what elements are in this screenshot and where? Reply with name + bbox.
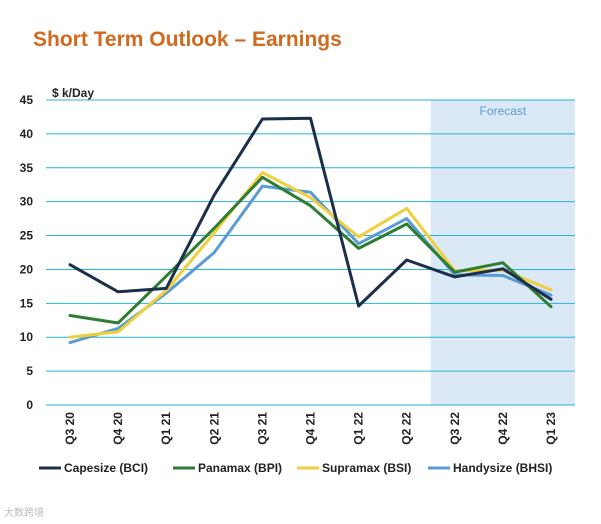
x-tick-label: Q1 22 [352, 412, 366, 445]
y-tick-label: 25 [20, 229, 34, 243]
legend-label: Supramax (BSI) [322, 461, 411, 475]
y-tick-label: 30 [20, 195, 34, 209]
y-tick-label: 35 [20, 161, 34, 175]
x-tick-label: Q4 20 [111, 412, 125, 445]
x-tick-label: Q3 21 [255, 412, 269, 445]
x-tick-label: Q1 21 [159, 412, 173, 445]
y-tick-label: 40 [20, 127, 34, 141]
x-tick-label: Q2 22 [400, 412, 414, 445]
x-tick-label: Q4 21 [304, 412, 318, 445]
legend-label: Panamax (BPI) [198, 461, 282, 475]
series-line-capesize [68, 116, 553, 308]
x-tick-label: Q1 23 [544, 412, 558, 445]
series-line-panamax [68, 175, 553, 325]
x-tick-label: Q3 22 [448, 412, 462, 445]
y-axis-label: $ k/Day [52, 86, 94, 100]
y-tick-label: 0 [26, 398, 33, 412]
legend-label: Handysize (BHSI) [453, 461, 552, 475]
y-tick-label: 20 [20, 262, 34, 276]
y-tick-label: 5 [26, 364, 33, 378]
x-tick-label: Q3 20 [63, 412, 77, 445]
watermark: 大数跨境 [4, 508, 44, 519]
legend-label: Capesize (BCI) [64, 461, 148, 475]
x-tick-label: Q2 21 [207, 412, 221, 445]
y-tick-label: 15 [20, 296, 34, 310]
y-tick-label: 10 [20, 330, 34, 344]
x-tick-label: Q4 22 [496, 412, 510, 445]
y-tick-label: 45 [20, 93, 34, 107]
chart-title: Short Term Outlook – Earnings [33, 28, 342, 51]
forecast-band [430, 100, 575, 405]
series-line-supramax [68, 171, 553, 339]
forecast-label: Forecast [480, 104, 527, 118]
